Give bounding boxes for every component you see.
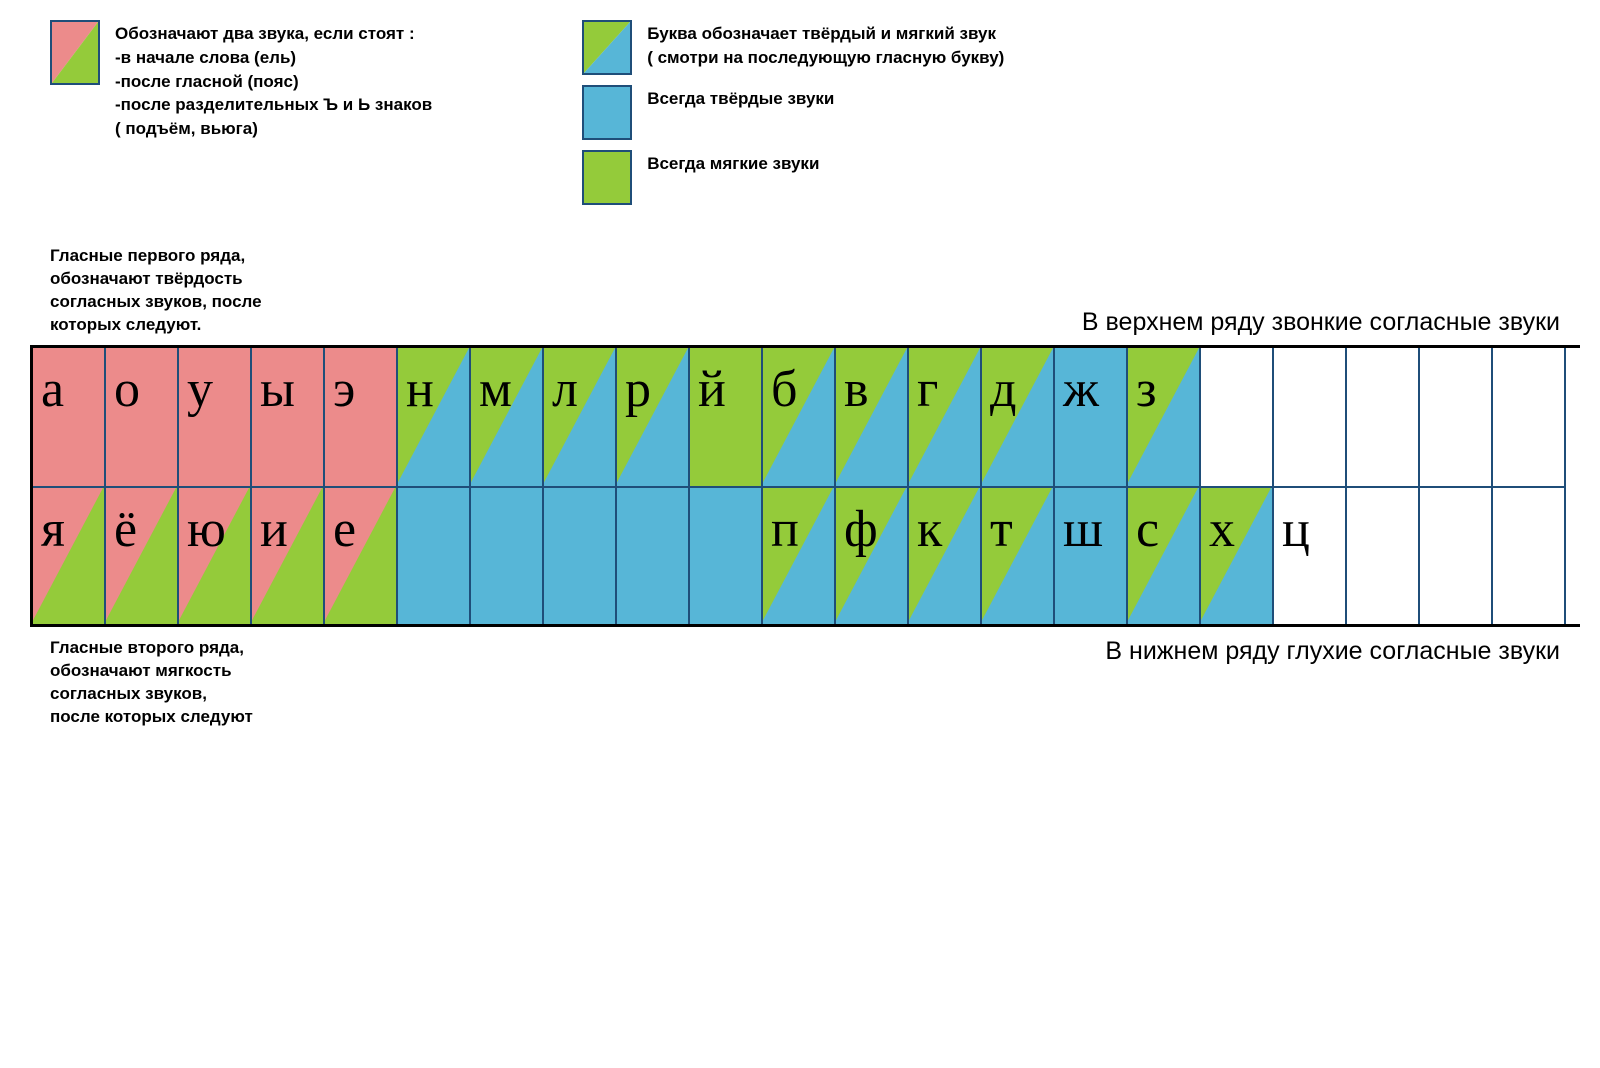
letter-cell: а — [33, 348, 106, 486]
top-captions: Гласные первого ряда, обозначают твёрдос… — [20, 245, 1580, 337]
legend-text-4: Всегда мягкие звуки — [647, 150, 819, 176]
letter-label: т — [982, 500, 1053, 559]
letter-label: б — [763, 360, 834, 419]
letter-cell: с — [1128, 486, 1201, 624]
letter-cell: у — [179, 348, 252, 486]
letter-cell — [1420, 486, 1493, 624]
letter-cell: т — [982, 486, 1055, 624]
letter-label: к — [909, 500, 980, 559]
letter-label: э — [325, 360, 396, 419]
letter-cell: б — [763, 348, 836, 486]
legend-item-4: Всегда мягкие звуки — [582, 150, 1004, 205]
letter-cell — [690, 486, 763, 624]
letter-label: г — [909, 360, 980, 419]
letter-cell: г — [909, 348, 982, 486]
letter-cell: к — [909, 486, 982, 624]
letter-cell — [544, 486, 617, 624]
legend-area: Обозначают два звука, если стоят : -в на… — [20, 20, 1580, 205]
letter-label: н — [398, 360, 469, 419]
letter-cell — [1420, 348, 1493, 486]
letter-cell — [398, 486, 471, 624]
letter-cell: ж — [1055, 348, 1128, 486]
letter-label: ф — [836, 500, 907, 559]
letter-cell — [1201, 348, 1274, 486]
letter-cell: й — [690, 348, 763, 486]
letter-cell: н — [398, 348, 471, 486]
letter-cell: х — [1201, 486, 1274, 624]
legend-swatch-green — [582, 150, 632, 205]
letter-label: й — [690, 360, 761, 419]
legend-text-3: Всегда твёрдые звуки — [647, 85, 834, 111]
legend-item-1: Обозначают два звука, если стоят : -в на… — [50, 20, 432, 141]
letter-cell: е — [325, 486, 398, 624]
letter-cell: ы — [252, 348, 325, 486]
legend-text-2: Буква обозначает твёрдый и мягкий звук (… — [647, 20, 1004, 70]
letter-cell: ф — [836, 486, 909, 624]
letter-cell: ю — [179, 486, 252, 624]
letter-label: о — [106, 360, 177, 419]
letter-cell: и — [252, 486, 325, 624]
letter-label: ц — [1274, 500, 1345, 559]
letter-cell — [617, 486, 690, 624]
letter-cell: я — [33, 486, 106, 624]
letter-label: ш — [1055, 500, 1126, 559]
letter-cell — [1493, 348, 1566, 486]
letter-cell: п — [763, 486, 836, 624]
letter-label: я — [33, 500, 104, 559]
letter-label: ы — [252, 360, 323, 419]
letter-label: р — [617, 360, 688, 419]
letter-cell: ш — [1055, 486, 1128, 624]
row-top: аоуыэнмлрйбвгджз — [33, 348, 1566, 486]
letter-cell: ё — [106, 486, 179, 624]
letter-cell: д — [982, 348, 1055, 486]
letter-label: п — [763, 500, 834, 559]
letter-label: у — [179, 360, 250, 419]
legend-item-3: Всегда твёрдые звуки — [582, 85, 1004, 140]
letter-label: х — [1201, 500, 1272, 559]
bottom-captions: Гласные второго ряда, обозначают мягкост… — [20, 637, 1580, 729]
letter-cell — [1347, 348, 1420, 486]
letter-cell — [1347, 486, 1420, 624]
letter-label: м — [471, 360, 542, 419]
letter-cell — [471, 486, 544, 624]
letter-cell: м — [471, 348, 544, 486]
letter-label: и — [252, 500, 323, 559]
letter-label: ж — [1055, 360, 1126, 419]
letter-cell: э — [325, 348, 398, 486]
caption-bottom-right: В нижнем ряду глухие согласные звуки — [1105, 637, 1560, 666]
legend-text-1: Обозначают два звука, если стоят : -в на… — [115, 20, 432, 141]
letter-label: с — [1128, 500, 1199, 559]
letter-label: а — [33, 360, 104, 419]
caption-top-right: В верхнем ряду звонкие согласные звуки — [1082, 308, 1560, 337]
letter-cell: ц — [1274, 486, 1347, 624]
letter-strip: аоуыэнмлрйбвгджз яёюие пфктшсхц — [30, 345, 1580, 627]
legend-item-2: Буква обозначает твёрдый и мягкий звук (… — [582, 20, 1004, 75]
letter-cell: л — [544, 348, 617, 486]
letter-label: д — [982, 360, 1053, 419]
row-bottom: яёюие пфктшсхц — [33, 486, 1566, 624]
letter-cell: р — [617, 348, 690, 486]
letter-cell: з — [1128, 348, 1201, 486]
letter-cell: в — [836, 348, 909, 486]
letter-label: в — [836, 360, 907, 419]
legend-swatch-pink-green — [50, 20, 100, 85]
legend-left: Обозначают два звука, если стоят : -в на… — [50, 20, 432, 205]
legend-swatch-blue — [582, 85, 632, 140]
letter-cell — [1274, 348, 1347, 486]
letter-label: л — [544, 360, 615, 419]
letter-label: е — [325, 500, 396, 559]
letter-cell — [1493, 486, 1566, 624]
legend-swatch-green-blue — [582, 20, 632, 75]
letter-label: ю — [179, 500, 250, 559]
legend-right: Буква обозначает твёрдый и мягкий звук (… — [582, 20, 1004, 205]
letter-label: з — [1128, 360, 1199, 419]
letter-cell: о — [106, 348, 179, 486]
letter-label: ё — [106, 500, 177, 559]
